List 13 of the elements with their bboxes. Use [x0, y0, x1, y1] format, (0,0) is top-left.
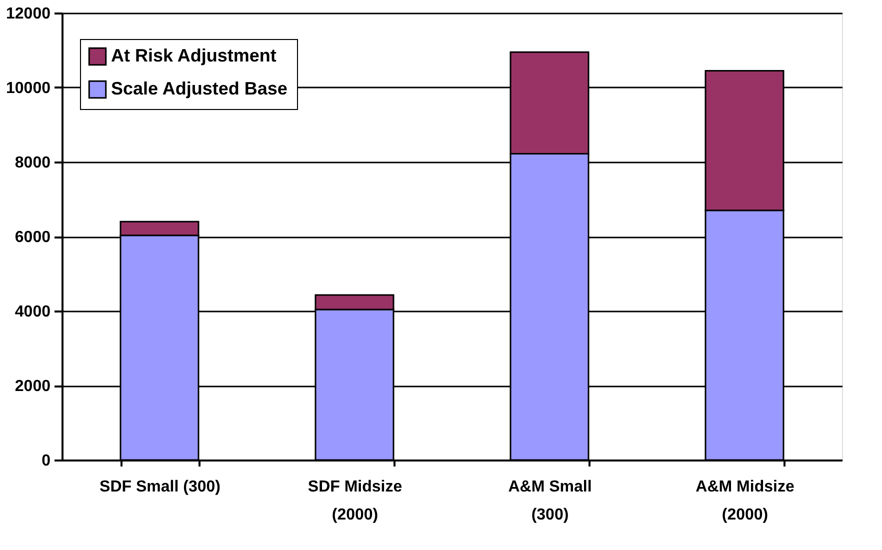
x-tick-label: SDF Small (300) — [100, 478, 220, 496]
y-tick-label: 10000 — [6, 80, 51, 97]
y-tick-label: 4000 — [14, 304, 51, 320]
y-tick-label: 2000 — [14, 378, 51, 395]
x-tick-label: SDF Midsize (2000) — [308, 478, 402, 524]
legend-label: At Risk Adjustment — [111, 46, 276, 66]
y-tick-label: 0 — [42, 452, 51, 470]
y-tick-label: 8000 — [14, 154, 51, 172]
y-tick-label: 12000 — [6, 6, 51, 22]
x-tick-label: A&M Midsize (2000) — [696, 478, 794, 524]
legend-label: Scale Adjusted Base — [111, 78, 288, 98]
y-tick-label: 6000 — [14, 229, 51, 246]
x-tick-label: A&M Small (300) — [508, 478, 592, 524]
